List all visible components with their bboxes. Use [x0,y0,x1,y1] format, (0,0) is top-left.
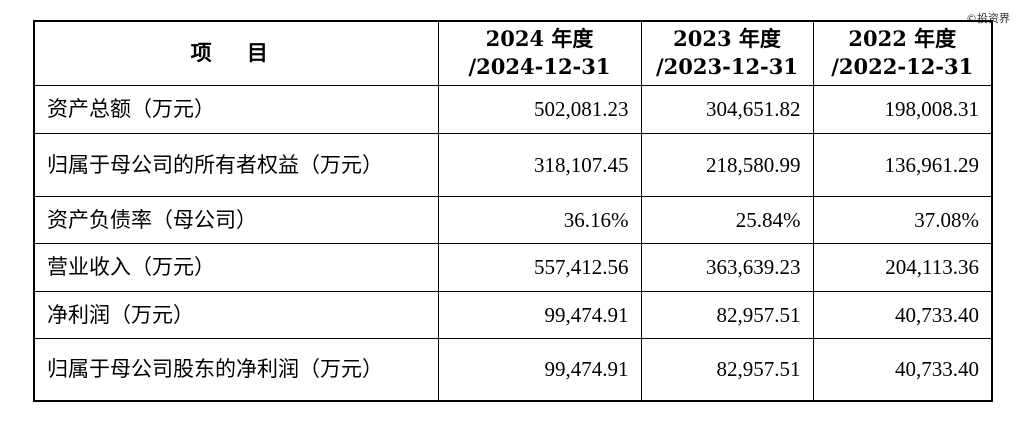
table-row: 资产负债率（母公司） 36.16% 25.84% 37.08% [33,195,993,244]
table-header-row: 项 目 2024 年度 /2024-12-31 2023 年度 /2023-12… [33,20,993,86]
header-2022-date: /2022-12-31 [831,54,974,80]
cell-2023: 82,957.51 [640,337,814,402]
cell-2023: 82,957.51 [640,290,814,339]
row-label: 净利润（万元） [33,290,439,339]
table-row: 净利润（万元） 99,474.91 82,957.51 40,733.40 [33,290,993,339]
header-2022: 2022 年度 /2022-12-31 [812,20,993,86]
cell-2024: 502,081.23 [437,84,642,134]
cell-2024: 36.16% [437,195,642,244]
header-2024: 2024 年度 /2024-12-31 [437,20,642,86]
header-item: 项 目 [33,20,439,86]
cell-2022: 136,961.29 [812,132,993,197]
row-label: 营业收入（万元） [33,242,439,292]
financial-summary-table: 项 目 2024 年度 /2024-12-31 2023 年度 /2023-12… [33,20,993,402]
cell-2023: 304,651.82 [640,84,814,134]
cell-2022: 37.08% [812,195,993,244]
row-label: 归属于母公司股东的净利润（万元） [33,337,439,402]
cell-2023: 218,580.99 [640,132,814,197]
cell-2022: 198,008.31 [812,84,993,134]
cell-2022: 40,733.40 [812,337,993,402]
cell-2024: 99,474.91 [437,290,642,339]
table-row: 资产总额（万元） 502,081.23 304,651.82 198,008.3… [33,84,993,134]
cell-2023: 25.84% [640,195,814,244]
cell-2024: 99,474.91 [437,337,642,402]
row-label: 资产负债率（母公司） [33,195,439,244]
header-2024-year: 2024 年度 [485,26,594,52]
cell-2022: 40,733.40 [812,290,993,339]
header-2024-date: /2024-12-31 [468,54,611,80]
cell-2024: 318,107.45 [437,132,642,197]
table-row: 营业收入（万元） 557,412.56 363,639.23 204,113.3… [33,242,993,292]
row-label: 归属于母公司的所有者权益（万元） [33,132,439,197]
header-2022-year: 2022 年度 [848,26,957,52]
header-2023-date: /2023-12-31 [656,54,798,80]
cell-2024: 557,412.56 [437,242,642,292]
table-row: 归属于母公司股东的净利润（万元） 99,474.91 82,957.51 40,… [33,337,993,402]
table-row: 归属于母公司的所有者权益（万元） 318,107.45 218,580.99 1… [33,132,993,197]
cell-2023: 363,639.23 [640,242,814,292]
row-label: 资产总额（万元） [33,84,439,134]
cell-2022: 204,113.36 [812,242,993,292]
header-2023-year: 2023 年度 [673,26,781,52]
header-2023: 2023 年度 /2023-12-31 [640,20,814,86]
